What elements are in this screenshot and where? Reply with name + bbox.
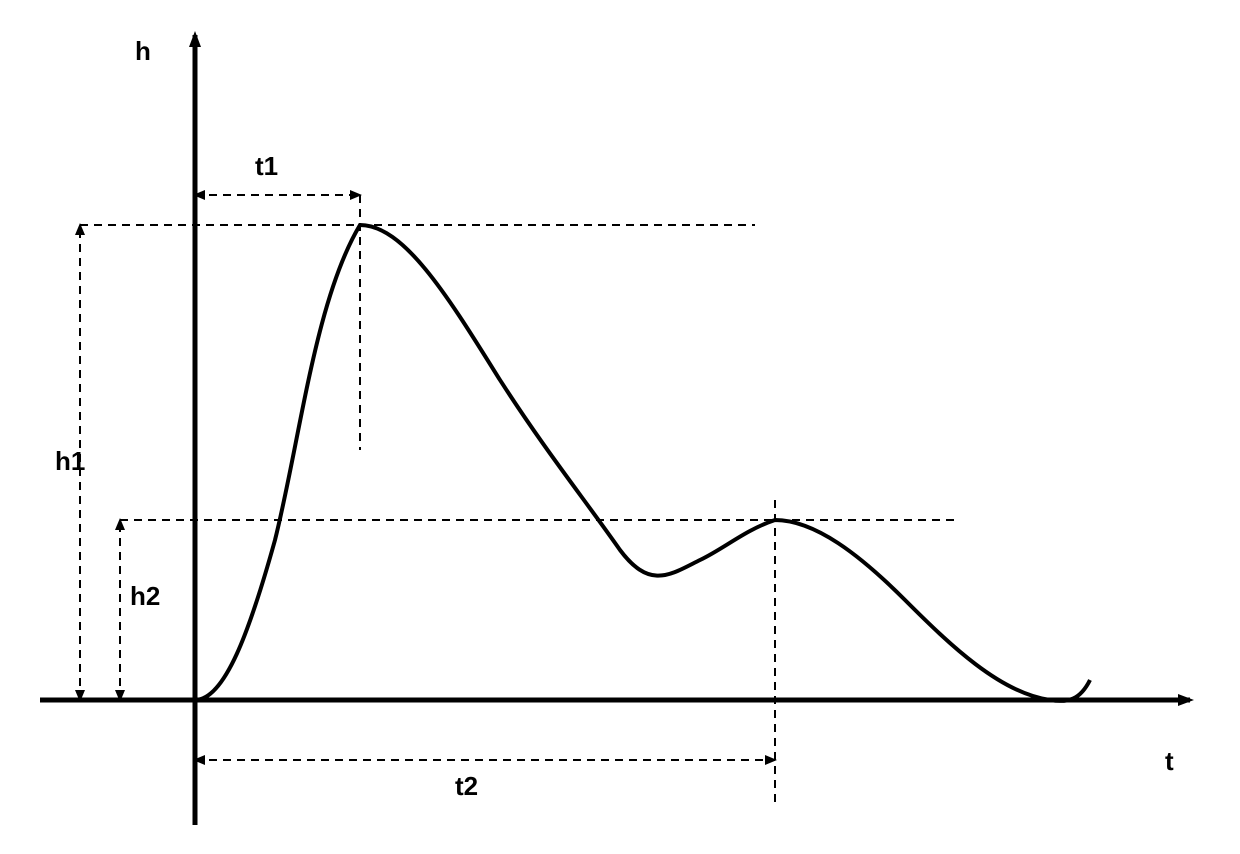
t2-label: t2 [455, 771, 478, 801]
t1-label: t1 [255, 151, 278, 181]
x-axis-label: t [1165, 746, 1174, 776]
y-axis-label: h [135, 36, 151, 66]
response-curve [195, 225, 1090, 701]
h2-label: h2 [130, 581, 160, 611]
h1-label: h1 [55, 446, 85, 476]
